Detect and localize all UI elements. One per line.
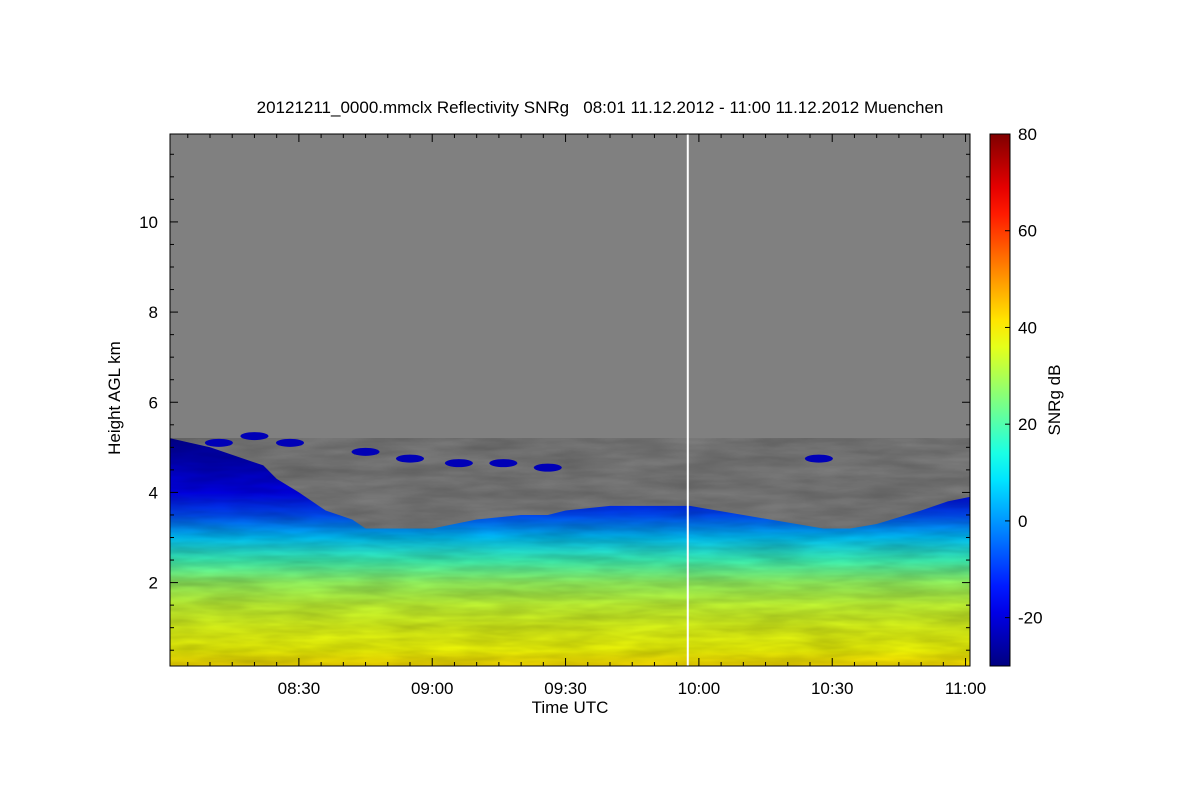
x-tick-label: 09:00 (411, 679, 454, 698)
colorbar-tick-label: 80 (1018, 125, 1037, 144)
colorbar-tick-label: 20 (1018, 415, 1037, 434)
upper-cloud-patch (240, 432, 269, 441)
colorbar-tick-label: 60 (1018, 222, 1037, 241)
upper-cloud-patch (276, 438, 304, 447)
colorbar (989, 133, 1011, 667)
x-tick-label: 10:00 (678, 679, 721, 698)
y-tick-label: 4 (149, 483, 158, 502)
y-tick-label: 8 (149, 303, 158, 322)
colorbar-tick-label: 0 (1018, 512, 1027, 531)
x-axis-label: Time UTC (531, 698, 609, 717)
x-tick-label: 08:30 (278, 679, 321, 698)
colorbar-label: SNRg dB (1045, 364, 1064, 436)
y-axis-label: Height AGL km (105, 341, 124, 455)
x-tick-label: 11:00 (945, 679, 986, 698)
upper-cloud-patch (489, 459, 518, 468)
colorbar-tick-label: 40 (1018, 318, 1037, 337)
upper-cloud-patch (204, 438, 233, 447)
plot-frame (169, 133, 971, 667)
upper-cloud-patch (444, 459, 473, 468)
colorbar-tick-label: -20 (1018, 609, 1043, 628)
upper-cloud-patch (533, 463, 562, 472)
y-tick-label: 6 (149, 393, 158, 412)
cloud-texture (170, 438, 970, 666)
upper-cloud-patch (804, 454, 833, 463)
y-tick-label: 10 (139, 213, 158, 232)
y-tick-label: 2 (149, 574, 158, 593)
x-tick-label: 09:30 (544, 679, 587, 698)
upper-cloud-patch (351, 447, 380, 456)
chart-title: 20121211_0000.mmclx Reflectivity SNRg 08… (256, 98, 944, 117)
upper-cloud-patch (396, 454, 424, 463)
x-tick-label: 10:30 (811, 679, 854, 698)
